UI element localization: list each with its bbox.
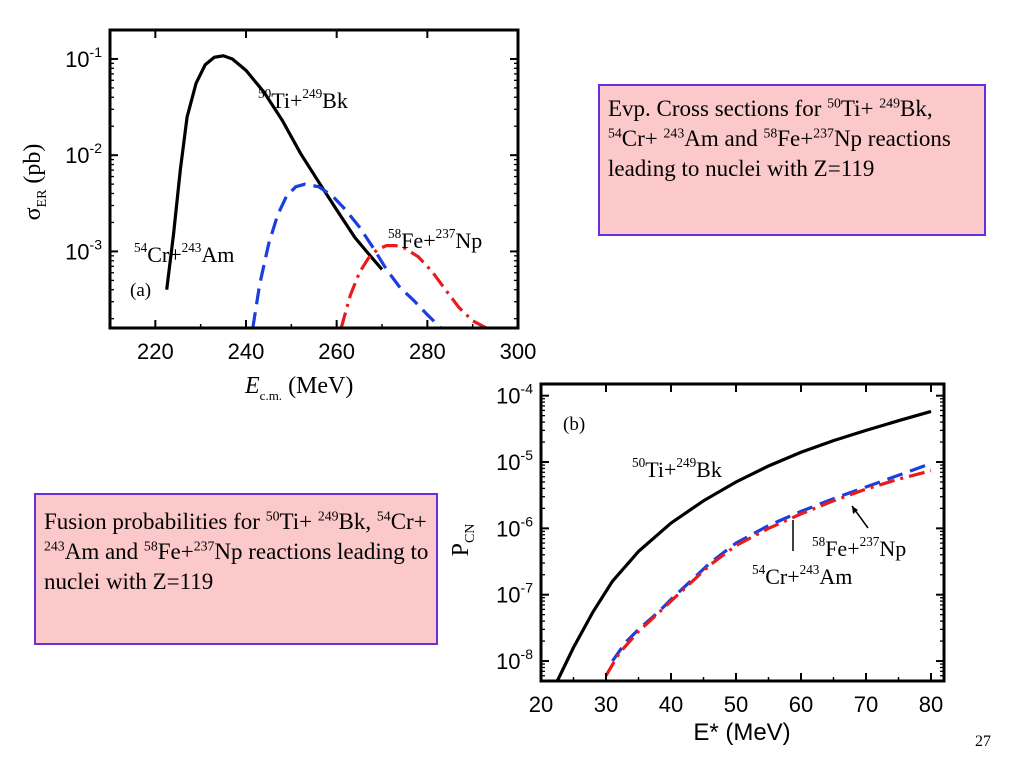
slide-number: 27 — [975, 733, 991, 750]
x-tick-label: 240 — [228, 339, 265, 364]
x-tick-label: 30 — [594, 692, 618, 717]
x-tick-label: 80 — [919, 692, 943, 717]
series-line-2 — [251, 182, 443, 328]
curve-label-cr-am: 54Cr+243Am — [752, 562, 852, 589]
y-axis-label: PCN — [448, 524, 478, 557]
curve-label-fe-np: 58Fe+237Np — [388, 226, 482, 253]
cross-section-note: Evp. Cross sections for 50Ti+ 249Bk, 54C… — [598, 84, 986, 236]
y-tick-label: 10-1 — [65, 44, 102, 72]
chart-a-panel-label: (a) — [130, 280, 151, 301]
series-line-2 — [611, 461, 932, 662]
x-tick-label: 300 — [500, 339, 537, 364]
y-tick-label: 10-5 — [496, 447, 533, 475]
x-axis-label: E* (MeV) — [693, 719, 790, 746]
pointer-fe-np — [851, 505, 869, 529]
curve-label-fe-np: 58Fe+237Np — [812, 534, 906, 561]
y-tick-label: 10-2 — [65, 140, 102, 168]
curve-label-ti-bk: 50Ti+249Bk — [258, 86, 348, 113]
y-tick-label: 10-3 — [65, 236, 102, 264]
curve-label-ti-bk: 50Ti+249Bk — [632, 455, 722, 482]
y-tick-label: 10-7 — [496, 580, 533, 608]
cross-section-chart: (a) 220 240 260 280 300 10-1 10-2 10-3 σER (pb) E… — [20, 28, 537, 400]
series-line-3 — [604, 469, 932, 677]
x-axis-label: Ec.m. (MeV) — [244, 373, 353, 400]
x-tick-label: 60 — [789, 692, 813, 717]
series-line-3 — [339, 244, 488, 328]
fusion-probability-note: Fusion probabilities for 50Ti+ 249Bk, 54… — [34, 493, 438, 645]
x-tick-label: 20 — [529, 692, 553, 717]
x-tick-label: 280 — [409, 339, 446, 364]
x-tick-label: 50 — [724, 692, 748, 717]
y-tick-label: 10-8 — [496, 646, 533, 674]
plot-frame — [108, 28, 520, 330]
y-axis-label: σER (pb) — [20, 144, 50, 221]
x-tick-label: 40 — [659, 692, 683, 717]
x-tick-label: 70 — [854, 692, 878, 717]
plot-frame — [539, 382, 946, 683]
series-line-1 — [165, 54, 384, 290]
chart-b-panel-label: (b) — [563, 414, 585, 435]
y-tick-label: 10-6 — [496, 513, 533, 541]
curve-label-cr-am: 54Cr+243Am — [134, 240, 234, 267]
x-tick-label: 220 — [137, 339, 174, 364]
x-tick-label: 260 — [318, 339, 355, 364]
series-line-1 — [555, 409, 932, 681]
